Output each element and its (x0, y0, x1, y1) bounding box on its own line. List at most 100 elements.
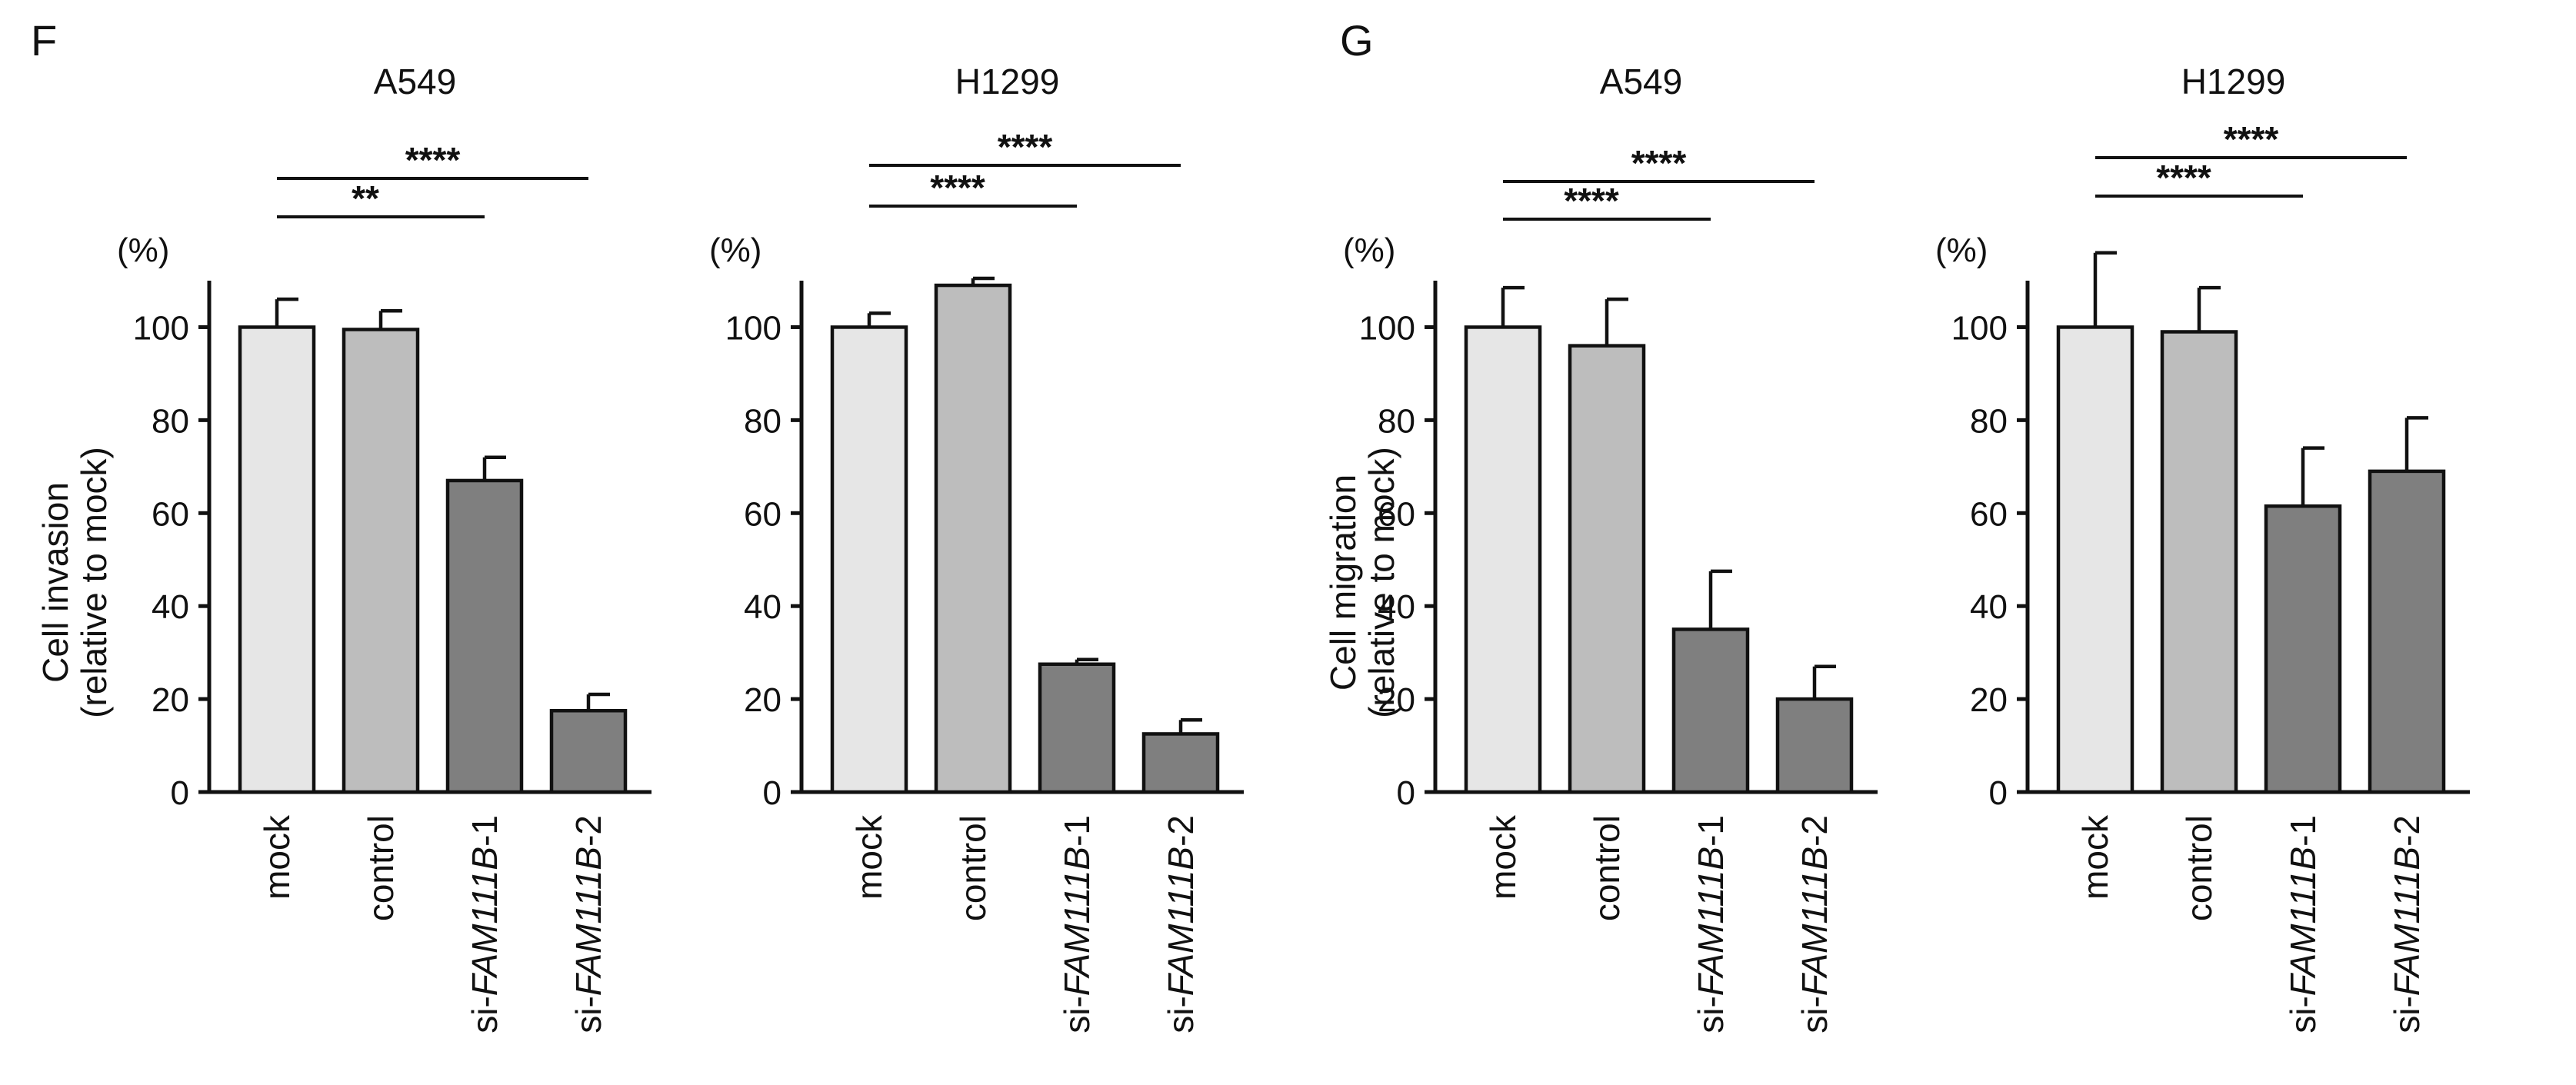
significance-stars: **** (998, 127, 1053, 167)
significance-stars: **** (2156, 158, 2211, 198)
chart-title: A549 (1600, 62, 1682, 102)
chart-1: A549 (%) 0 20 40 60 80 100 Cell invasion(relativ… (35, 62, 651, 1033)
bar-control (934, 283, 1012, 794)
y-tick-label: 100 (1359, 309, 1415, 347)
panel-letter-g: G (1340, 16, 1374, 65)
y-tick-label: 60 (744, 495, 781, 533)
category-prefix: si- (465, 996, 505, 1033)
category-suffix: -1 (2283, 815, 2323, 847)
category-label: si-FAM111B-1 (1057, 815, 1097, 1033)
significance-stars: ** (352, 178, 379, 218)
y-tick-label: 80 (1378, 402, 1415, 440)
category-italic: FAM111B (465, 847, 505, 996)
panel-letter-f: F (31, 16, 57, 65)
significance-stars: **** (930, 168, 985, 208)
category-suffix: -2 (1795, 815, 1835, 847)
bar-si-FAM111B-2 (549, 708, 628, 794)
category-label: mock (849, 814, 889, 900)
category-label: si-FAM111B-1 (1691, 815, 1731, 1033)
y-axis-label-line: Cell migration (1323, 474, 1363, 691)
category-suffix: mock (849, 814, 889, 900)
category-suffix: -2 (568, 815, 608, 847)
y-tick-label: 60 (1378, 495, 1415, 533)
y-tick-label: 100 (725, 309, 781, 347)
bar-si-FAM111B-2 (2368, 469, 2446, 794)
y-axis-label: Cell invasion(relative to mock) (35, 447, 114, 718)
y-tick-label: 40 (1970, 588, 2008, 626)
category-suffix: control (953, 815, 993, 921)
unit-label: (%) (1935, 231, 1988, 269)
y-tick-label: 20 (1970, 681, 2008, 719)
category-label: mock (1483, 814, 1523, 900)
category-suffix: control (2179, 815, 2219, 921)
chart-title: H1299 (2181, 62, 2286, 102)
category-label: si-FAM111B-2 (2387, 815, 2427, 1033)
category-italic: FAM111B (1161, 847, 1201, 996)
y-tick-label: 100 (133, 309, 189, 347)
y-tick-label: 0 (1397, 774, 1415, 812)
category-prefix: si- (2387, 996, 2427, 1033)
charts-group: A549 (%) 0 20 40 60 80 100 Cell invasion(relativ… (35, 62, 2470, 1033)
y-tick-label: 20 (152, 681, 189, 719)
bar-control (1568, 344, 1646, 794)
y-tick-label: 20 (1378, 681, 1415, 719)
category-italic: FAM111B (1691, 847, 1731, 996)
unit-label: (%) (1343, 231, 1395, 269)
category-label: mock (257, 814, 297, 900)
y-tick-label: 0 (1989, 774, 2008, 812)
bar-si-FAM111B-2 (1775, 697, 1854, 794)
bar-mock (830, 325, 908, 794)
category-suffix: control (361, 815, 401, 921)
category-label: si-FAM111B-2 (1161, 815, 1201, 1033)
category-label: control (953, 815, 993, 921)
category-prefix: si- (1691, 996, 1731, 1033)
significance-stars: **** (405, 140, 461, 180)
category-italic: FAM111B (1057, 847, 1097, 996)
category-italic: FAM111B (568, 847, 608, 996)
y-tick-label: 80 (152, 402, 189, 440)
y-axis-label-line: (relative to mock) (74, 447, 114, 718)
chart-title: A549 (374, 62, 456, 102)
category-suffix: mock (257, 814, 297, 900)
category-suffix: mock (1483, 814, 1523, 900)
bar-mock (238, 325, 316, 794)
bar-control (342, 328, 420, 794)
bar-si-FAM111B-2 (1141, 732, 1220, 794)
y-axis-label-line: Cell invasion (35, 482, 75, 683)
unit-label: (%) (709, 231, 761, 269)
y-tick-label: 40 (1378, 588, 1415, 626)
category-suffix: mock (2075, 814, 2115, 900)
category-suffix: -2 (1161, 815, 1201, 847)
category-suffix: -1 (1691, 815, 1731, 847)
y-tick-label: 80 (1970, 402, 2008, 440)
bar-si-FAM111B-1 (445, 478, 524, 794)
significance-stars: **** (1631, 143, 1687, 183)
category-italic: FAM111B (2387, 847, 2427, 996)
chart-3: A549 (%) 0 20 40 60 80 100 Cell migration(relati… (1323, 62, 1878, 1033)
bar-si-FAM111B-1 (2264, 504, 2342, 794)
category-label: control (361, 815, 401, 921)
y-tick-label: 40 (744, 588, 781, 626)
bar-mock (1464, 325, 1542, 794)
category-prefix: si- (568, 996, 608, 1033)
y-tick-label: 60 (1970, 495, 2008, 533)
category-label: mock (2075, 814, 2115, 900)
y-tick-label: 20 (744, 681, 781, 719)
category-suffix: -2 (2387, 815, 2427, 847)
significance-stars: **** (2224, 119, 2279, 159)
category-italic: FAM111B (2283, 847, 2323, 996)
y-tick-label: 40 (152, 588, 189, 626)
bar-si-FAM111B-1 (1038, 662, 1116, 794)
unit-label: (%) (117, 231, 169, 269)
y-axis-label: Cell migration(relative to mock) (1323, 447, 1401, 718)
category-label: si-FAM111B-2 (1795, 815, 1835, 1033)
y-tick-label: 100 (1951, 309, 2008, 347)
category-label: control (2179, 815, 2219, 921)
category-prefix: si- (1161, 996, 1201, 1033)
bar-mock (2056, 325, 2134, 794)
category-prefix: si- (1057, 996, 1097, 1033)
category-suffix: -1 (465, 815, 505, 847)
category-prefix: si- (2283, 996, 2323, 1033)
